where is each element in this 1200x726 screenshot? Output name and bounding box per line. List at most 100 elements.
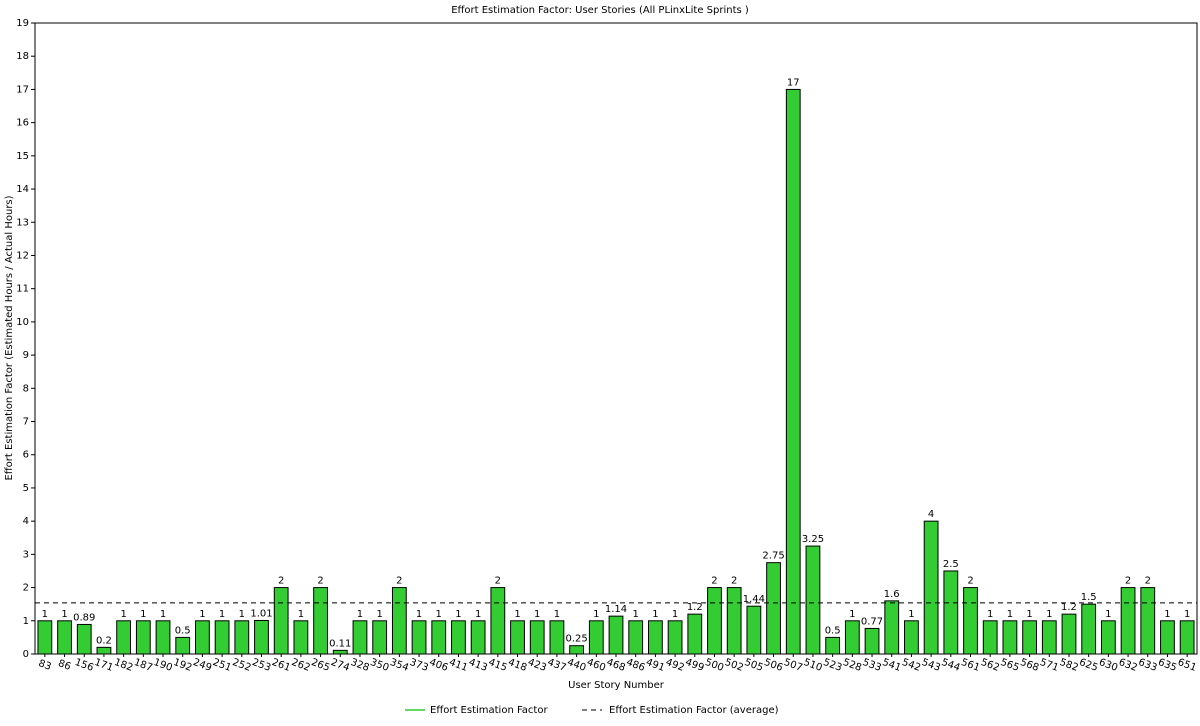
data-label: 2 <box>731 576 737 587</box>
bar <box>726 587 742 655</box>
bar <box>766 562 781 655</box>
x-tick-label: 415 <box>487 657 509 674</box>
x-tick-label: 460 <box>585 657 607 674</box>
data-label: 1 <box>514 609 520 620</box>
data-label: 2 <box>495 576 501 587</box>
data-label: 2 <box>317 576 323 587</box>
data-label: 1 <box>455 609 461 620</box>
data-label: 0.77 <box>861 616 883 627</box>
data-label: 1 <box>160 609 166 620</box>
data-label: 1 <box>239 609 245 620</box>
bar <box>411 620 427 655</box>
x-tick-label: 533 <box>861 657 883 674</box>
x-tick-label: 192 <box>172 657 194 674</box>
x-tick-label: 491 <box>644 657 666 674</box>
bar <box>569 645 585 655</box>
data-label: 1 <box>376 609 382 620</box>
y-tick-label: 10 <box>16 317 29 328</box>
bar <box>293 620 309 655</box>
bar <box>214 620 230 655</box>
y-tick-label: 12 <box>16 250 29 261</box>
bar <box>805 545 821 655</box>
bar <box>372 620 388 655</box>
data-label: 1 <box>1007 609 1013 620</box>
data-label: 1.14 <box>605 604 627 615</box>
bar <box>844 620 860 655</box>
data-label: 1.01 <box>250 608 272 619</box>
x-tick-label: 440 <box>566 657 588 674</box>
data-label: 1 <box>908 609 914 620</box>
x-tick-label: 190 <box>152 657 174 674</box>
x-tick-label: 249 <box>191 657 213 674</box>
bar <box>904 620 919 655</box>
x-tick-label: 350 <box>369 657 391 674</box>
x-tick-label: 171 <box>93 657 115 674</box>
x-tick-label: 541 <box>881 657 903 674</box>
x-tick-label: 274 <box>329 657 351 674</box>
data-label: 2 <box>967 576 973 587</box>
y-tick-label: 6 <box>23 450 29 461</box>
x-tick-label: 543 <box>920 657 942 674</box>
bar <box>667 620 683 655</box>
bar <box>57 620 72 655</box>
data-label: 2 <box>711 576 717 587</box>
data-label: 4 <box>928 509 934 520</box>
data-label: 1.6 <box>884 589 900 600</box>
x-axis-label: User Story Number <box>568 680 665 691</box>
bar <box>1140 587 1156 655</box>
x-tick-label: 253 <box>250 657 272 674</box>
x-tick-label: 492 <box>664 657 686 674</box>
bar <box>352 620 368 655</box>
bar <box>923 520 939 655</box>
bar <box>391 587 407 655</box>
data-label: 1 <box>534 609 540 620</box>
x-tick-label: 83 <box>37 658 53 673</box>
y-tick-label: 2 <box>23 583 29 594</box>
bar <box>510 620 525 655</box>
legend-label: Effort Estimation Factor (average) <box>609 705 779 716</box>
data-label: 1 <box>219 609 225 620</box>
x-tick-label: 502 <box>723 657 745 674</box>
x-tick-label: 437 <box>546 657 568 674</box>
y-tick-label: 4 <box>23 516 29 527</box>
bar <box>470 620 486 655</box>
x-tick-label: 571 <box>1038 657 1060 674</box>
x-tick-label: 156 <box>73 657 95 674</box>
bar <box>1120 587 1136 655</box>
x-tick-label: 632 <box>1117 657 1139 674</box>
data-label: 1 <box>554 609 560 620</box>
x-tick-label: 261 <box>270 657 292 674</box>
x-tick-label: 625 <box>1078 657 1100 674</box>
bar <box>608 615 624 655</box>
bar <box>175 636 191 655</box>
y-tick-label: 3 <box>23 549 29 560</box>
x-tick-label: 528 <box>841 657 863 674</box>
x-tick-label: 499 <box>684 657 706 674</box>
x-tick-label: 413 <box>467 657 489 674</box>
bar <box>864 627 880 655</box>
x-tick-label: 562 <box>979 657 1001 674</box>
bar <box>1041 620 1057 655</box>
bar <box>1100 620 1116 655</box>
data-label: 1 <box>298 609 304 620</box>
x-tick-label: 423 <box>526 657 548 674</box>
bar <box>332 649 348 655</box>
x-tick-label: 561 <box>959 657 981 674</box>
data-label: 1 <box>1105 609 1111 620</box>
data-label: 1 <box>61 609 67 620</box>
y-tick-label: 14 <box>16 184 29 195</box>
data-label: 1.44 <box>743 594 765 605</box>
plot-area <box>34 22 1198 655</box>
x-tick-label: 373 <box>408 657 430 674</box>
bar <box>687 613 703 655</box>
data-label: 1 <box>987 609 993 620</box>
x-tick-label: 651 <box>1176 657 1198 674</box>
y-tick-label: 18 <box>16 51 29 62</box>
data-label: 1 <box>42 609 48 620</box>
x-tick-label: 500 <box>703 657 725 674</box>
bar <box>96 646 112 655</box>
x-tick-label: 565 <box>999 657 1021 674</box>
data-label: 1 <box>120 609 126 620</box>
y-tick-label: 7 <box>23 417 29 428</box>
x-tick-label: 418 <box>507 657 529 674</box>
